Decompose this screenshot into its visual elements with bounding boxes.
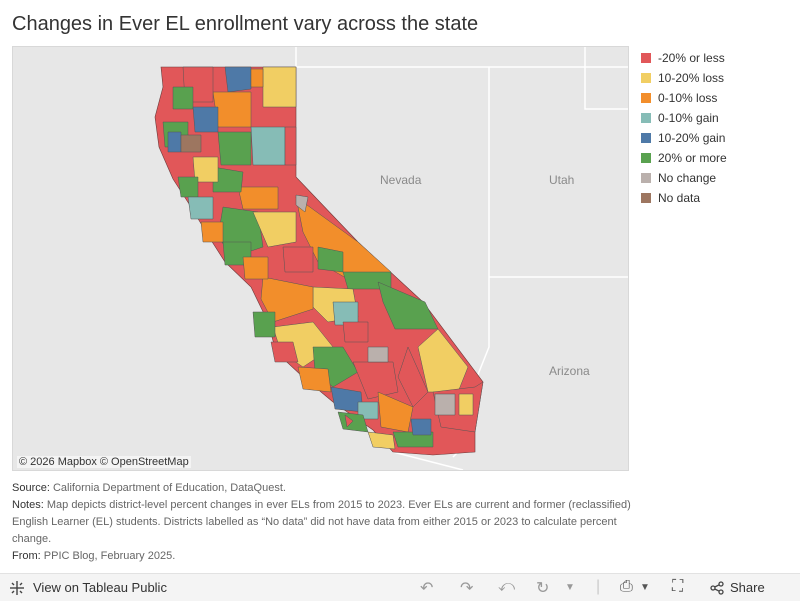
- legend-swatch: [640, 112, 652, 124]
- state-label-utah: Utah: [549, 173, 575, 187]
- legend-item[interactable]: 20% or more: [640, 148, 727, 168]
- from-line: From: PPIC Blog, February 2025.: [12, 548, 632, 565]
- source-text: California Department of Education, Data…: [52, 482, 286, 494]
- notes-text: Map depicts district-level percent chang…: [12, 499, 631, 545]
- undo-icon[interactable]: ↶: [420, 580, 434, 597]
- legend-item[interactable]: 10-20% gain: [640, 128, 727, 148]
- legend-label: 10-20% gain: [658, 131, 726, 145]
- state-label-arizona: Arizona: [549, 364, 590, 378]
- refresh-dropdown-icon[interactable]: ▼: [565, 582, 575, 593]
- tableau-logo-icon: [10, 581, 24, 595]
- view-on-tableau-label: View on Tableau Public: [33, 580, 167, 595]
- legend-swatch: [640, 192, 652, 204]
- legend-label: 0-10% loss: [658, 91, 718, 105]
- legend-swatch: [640, 172, 652, 184]
- legend-swatch: [640, 92, 652, 104]
- notes-block: Source: California Department of Educati…: [12, 480, 632, 565]
- share-label: Share: [730, 580, 765, 595]
- revert-icon[interactable]: ⤺: [498, 578, 516, 595]
- download-dropdown-icon[interactable]: ▼: [640, 582, 650, 593]
- legend-label: 0-10% gain: [658, 111, 719, 125]
- legend-item[interactable]: No change: [640, 168, 727, 188]
- from-text: PPIC Blog, February 2025.: [43, 550, 176, 562]
- legend-label: 10-20% loss: [658, 71, 725, 85]
- view-on-tableau-button[interactable]: View on Tableau Public: [10, 580, 167, 595]
- from-label: From:: [12, 550, 41, 562]
- map-canvas[interactable]: Nevada Utah Arizona © 2026 Mapbox © Open…: [12, 46, 629, 471]
- legend: -20% or less 10-20% loss 0-10% loss 0-10…: [640, 48, 727, 208]
- legend-item[interactable]: 10-20% loss: [640, 68, 727, 88]
- notes-label: Notes:: [12, 499, 44, 511]
- legend-item[interactable]: -20% or less: [640, 48, 727, 68]
- legend-label: No data: [658, 191, 701, 205]
- notes-line: Notes: Map depicts district-level percen…: [12, 497, 632, 548]
- legend-label: 20% or more: [658, 151, 727, 165]
- source-line: Source: California Department of Educati…: [12, 480, 632, 497]
- toolbar-divider: |: [596, 578, 601, 595]
- map-svg: [154, 47, 628, 470]
- legend-swatch: [640, 132, 652, 144]
- legend-label: No change: [658, 171, 717, 185]
- fullscreen-icon[interactable]: ⛶: [672, 578, 684, 595]
- california-map: [154, 66, 484, 456]
- legend-label: -20% or less: [658, 51, 725, 65]
- download-icon[interactable]: ⎙: [620, 578, 633, 595]
- source-label: Source:: [12, 482, 50, 494]
- legend-item[interactable]: 0-10% loss: [640, 88, 727, 108]
- share-icon: [710, 580, 724, 595]
- legend-swatch: [640, 72, 652, 84]
- refresh-icon[interactable]: ↻: [536, 580, 550, 597]
- page-title: Changes in Ever EL enrollment vary acros…: [12, 13, 479, 35]
- share-button[interactable]: Share: [710, 580, 765, 595]
- tableau-toolbar: View on Tableau Public ↶ ↷ ⤺ ↻ ▼ | ⎙ ▼ ⛶…: [0, 573, 800, 601]
- legend-swatch: [640, 52, 652, 64]
- redo-icon[interactable]: ↷: [460, 580, 474, 597]
- state-label-nevada: Nevada: [380, 173, 422, 187]
- map-attribution[interactable]: © 2026 Mapbox © OpenStreetMap: [17, 456, 191, 468]
- legend-item[interactable]: 0-10% gain: [640, 108, 727, 128]
- legend-item[interactable]: No data: [640, 188, 727, 208]
- legend-swatch: [640, 152, 652, 164]
